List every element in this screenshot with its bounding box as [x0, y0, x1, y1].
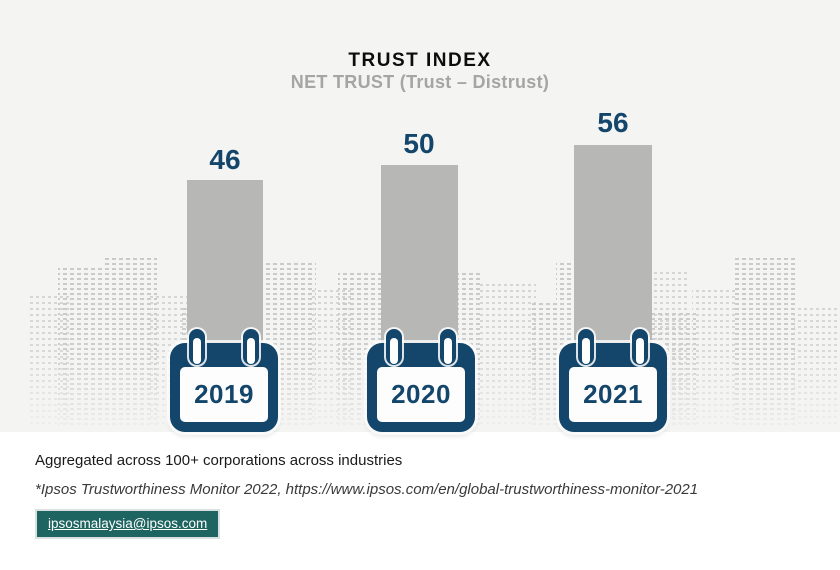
category-label-2021: 2021 [569, 367, 657, 422]
calendar-ring-icon [243, 329, 259, 365]
calendar-ring-icon [632, 329, 648, 365]
footnote-aggregation: Aggregated across 100+ corporations acro… [35, 452, 403, 469]
chart-subtitle: NET TRUST (Trust – Distrust) [290, 72, 550, 92]
category-label-2019: 2019 [180, 367, 268, 422]
calendar-ring-icon [386, 329, 402, 365]
calendar-icon-2021: 2021 [559, 329, 667, 432]
bar-value-2019: 46 [209, 144, 241, 175]
calendar-ring-icon [578, 329, 594, 365]
bar-value-2021: 56 [597, 107, 629, 138]
calendar-ring-hole [193, 338, 201, 364]
email-badge[interactable]: ipsosmalaysia@ipsos.com [35, 509, 221, 539]
calendar-ring-hole [390, 338, 398, 364]
calendar-ring-icon [440, 329, 456, 365]
bar-2021 [574, 145, 652, 344]
footer: Aggregated across 100+ corporations acro… [35, 452, 815, 539]
calendar-ring-hole [444, 338, 452, 364]
calendar-ring-icon [189, 329, 205, 365]
calendar-ring-hole [582, 338, 590, 364]
email-link[interactable]: ipsosmalaysia@ipsos.com [48, 516, 208, 531]
bar-value-2020: 50 [403, 128, 435, 159]
chart-title: TRUST INDEX [348, 50, 492, 71]
footnote-source: *Ipsos Trustworthiness Monitor 2022, htt… [35, 481, 699, 498]
calendar-icon-2020: 2020 [367, 329, 475, 432]
calendar-ring-hole [636, 338, 644, 364]
bar-2020 [381, 165, 458, 344]
chart-area: TRUST INDEX NET TRUST (Trust – Distrust)… [0, 0, 840, 432]
calendar-ring-hole [247, 338, 255, 364]
calendar-icon-2019: 2019 [170, 329, 278, 432]
category-label-2020: 2020 [377, 367, 465, 422]
bar-2019 [187, 180, 263, 344]
